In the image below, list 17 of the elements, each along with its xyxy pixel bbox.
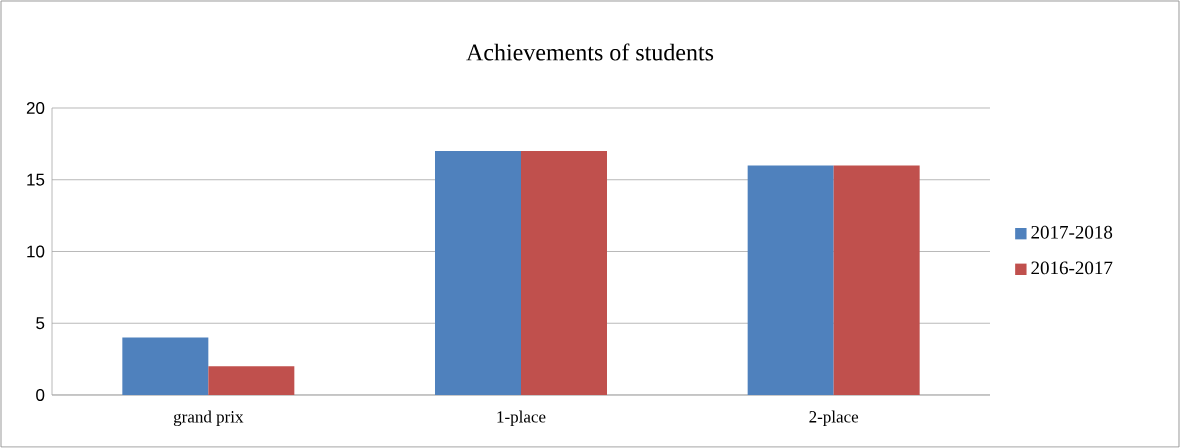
y-tick-label: 20: [26, 101, 45, 114]
chart-title: Achievements of students: [466, 43, 714, 61]
y-tick-label: 5: [36, 317, 45, 330]
y-tick-label: 0: [36, 388, 45, 401]
legend-label: 2016-2017: [1031, 261, 1113, 275]
x-tick-label: grand prix: [173, 410, 244, 427]
bar: [521, 151, 607, 395]
legend-label: 2017-2018: [1031, 225, 1113, 239]
bar: [122, 337, 209, 395]
bar: [208, 366, 295, 395]
x-tick-label: 2-place: [809, 410, 859, 426]
bar: [833, 165, 920, 395]
y-tick-label: 10: [27, 245, 45, 258]
x-tick-label: 1-place: [497, 410, 546, 426]
y-tick-label: 15: [27, 173, 45, 186]
bar: [435, 151, 521, 395]
bar: [747, 165, 834, 395]
